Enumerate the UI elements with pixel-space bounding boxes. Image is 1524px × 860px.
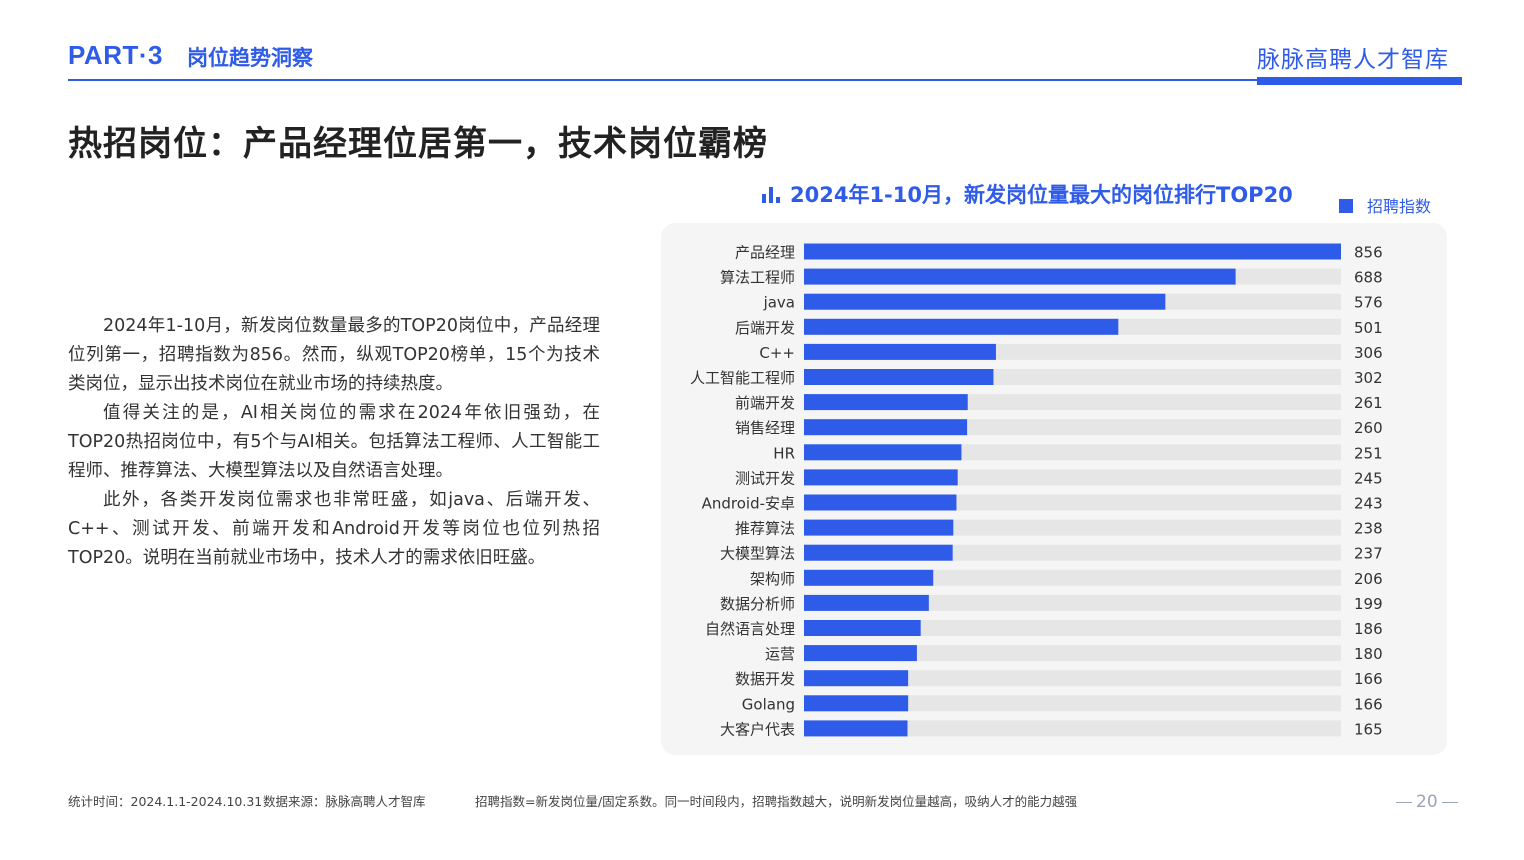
category-label: 产品经理 bbox=[735, 244, 795, 262]
brand-underline bbox=[1257, 77, 1462, 85]
value-label: 576 bbox=[1354, 294, 1383, 312]
value-label: 166 bbox=[1354, 670, 1383, 688]
category-label: C++ bbox=[759, 344, 795, 362]
category-label: 销售经理 bbox=[735, 419, 795, 437]
footer-note: 招聘指数=新发岗位量/固定系数。同一时间段内，招聘指数越大，说明新发岗位量越高，… bbox=[475, 794, 1078, 809]
bar bbox=[804, 594, 929, 611]
value-label: 251 bbox=[1354, 444, 1383, 462]
bar-track bbox=[804, 645, 1341, 662]
bar bbox=[804, 695, 909, 712]
category-label: 前端开发 bbox=[735, 394, 795, 412]
section-title: 岗位趋势洞察 bbox=[187, 46, 313, 70]
value-label: 237 bbox=[1354, 545, 1383, 563]
category-label: 后端开发 bbox=[735, 319, 795, 337]
category-label: 大客户代表 bbox=[720, 720, 795, 738]
bar-track bbox=[804, 594, 1341, 611]
bar bbox=[804, 268, 1236, 285]
value-label: 165 bbox=[1354, 720, 1383, 738]
value-label: 199 bbox=[1354, 595, 1383, 613]
value-label: 243 bbox=[1354, 495, 1383, 513]
page-number-text: 20 bbox=[1416, 792, 1438, 812]
chart-panel bbox=[661, 223, 1447, 755]
header-divider bbox=[68, 79, 1462, 81]
legend-swatch bbox=[1339, 199, 1353, 213]
value-label: 166 bbox=[1354, 695, 1383, 713]
body-paragraph: 值得关注的是，AI相关岗位的需求在2024年依旧强劲，在TOP20热招岗位中，有… bbox=[68, 403, 600, 481]
category-label: 运营 bbox=[765, 645, 795, 663]
bar bbox=[804, 293, 1166, 310]
brand-name: 脉脉高聘人才智库 bbox=[1257, 47, 1449, 73]
bar-track bbox=[804, 569, 1341, 586]
legend-label: 招聘指数 bbox=[1367, 197, 1432, 216]
bar-track bbox=[804, 670, 1341, 687]
bar bbox=[804, 645, 917, 662]
category-label: 测试开发 bbox=[735, 469, 795, 487]
bar bbox=[804, 569, 934, 586]
category-label: 自然语言处理 bbox=[705, 620, 795, 638]
bar-chart: 产品经理 856 算法工程师 688 java 576 后端开发 501 C++ 306 人工智能工… bbox=[690, 243, 1383, 738]
value-label: 180 bbox=[1354, 645, 1383, 663]
bar-track bbox=[804, 695, 1341, 712]
footer-source: 数据来源：脉脉高聘人才智库 bbox=[263, 794, 426, 809]
category-label: HR bbox=[773, 444, 795, 462]
page-title: 热招岗位：产品经理位居第一，技术岗位霸榜 bbox=[68, 124, 768, 164]
value-label: 238 bbox=[1354, 520, 1383, 538]
bar bbox=[804, 444, 962, 461]
value-label: 260 bbox=[1354, 419, 1383, 437]
category-label: 数据分析师 bbox=[720, 595, 795, 613]
category-label: 大模型算法 bbox=[720, 545, 795, 563]
bar-chart-icon bbox=[762, 187, 780, 203]
value-label: 856 bbox=[1354, 244, 1383, 262]
category-label: 数据开发 bbox=[735, 670, 795, 688]
value-label: 306 bbox=[1354, 344, 1383, 362]
category-label: java bbox=[763, 294, 795, 312]
chart-title: 2024年1-10月，新发岗位量最大的岗位排行TOP20 bbox=[762, 179, 1293, 209]
value-label: 245 bbox=[1354, 469, 1383, 487]
body-paragraph: 此外，各类开发岗位需求也非常旺盛，如java、后端开发、C++、测试开发、前端开… bbox=[68, 490, 600, 568]
bar bbox=[804, 369, 994, 385]
bar-track bbox=[804, 620, 1341, 636]
body-text: 2024年1-10月，新发岗位数量最多的TOP20岗位中，产品经理位列第一，招聘… bbox=[68, 312, 600, 573]
bar bbox=[804, 243, 1341, 260]
value-label: 688 bbox=[1354, 269, 1383, 287]
bar bbox=[804, 720, 908, 737]
part-label: PART·3 bbox=[68, 40, 163, 70]
value-label: 186 bbox=[1354, 620, 1383, 638]
value-label: 302 bbox=[1354, 369, 1383, 387]
page-number: 20 bbox=[1392, 792, 1462, 812]
value-label: 206 bbox=[1354, 570, 1383, 588]
bar-track bbox=[804, 720, 1341, 737]
bar bbox=[804, 494, 957, 511]
category-label: Golang bbox=[742, 695, 795, 713]
category-label: 推荐算法 bbox=[735, 520, 795, 538]
bar bbox=[804, 318, 1119, 335]
bar bbox=[804, 394, 968, 411]
body-paragraph: 2024年1-10月，新发岗位数量最多的TOP20岗位中，产品经理位列第一，招聘… bbox=[68, 316, 600, 394]
category-label: Android-安卓 bbox=[702, 495, 795, 513]
bar bbox=[804, 670, 909, 687]
bar bbox=[804, 343, 996, 360]
footer-period: 统计时间：2024.1.1-2024.10.31 bbox=[68, 794, 263, 809]
bar bbox=[804, 620, 921, 636]
category-label: 人工智能工程师 bbox=[690, 369, 795, 387]
value-label: 501 bbox=[1354, 319, 1383, 337]
bar bbox=[804, 469, 958, 486]
chart-legend: 招聘指数 bbox=[1339, 193, 1431, 217]
bar bbox=[804, 419, 968, 436]
value-label: 261 bbox=[1354, 394, 1383, 412]
category-label: 架构师 bbox=[750, 570, 795, 588]
bar bbox=[804, 544, 953, 561]
category-label: 算法工程师 bbox=[720, 269, 795, 287]
bar bbox=[804, 519, 954, 536]
chart-title-text: 2024年1-10月，新发岗位量最大的岗位排行TOP20 bbox=[790, 183, 1293, 207]
